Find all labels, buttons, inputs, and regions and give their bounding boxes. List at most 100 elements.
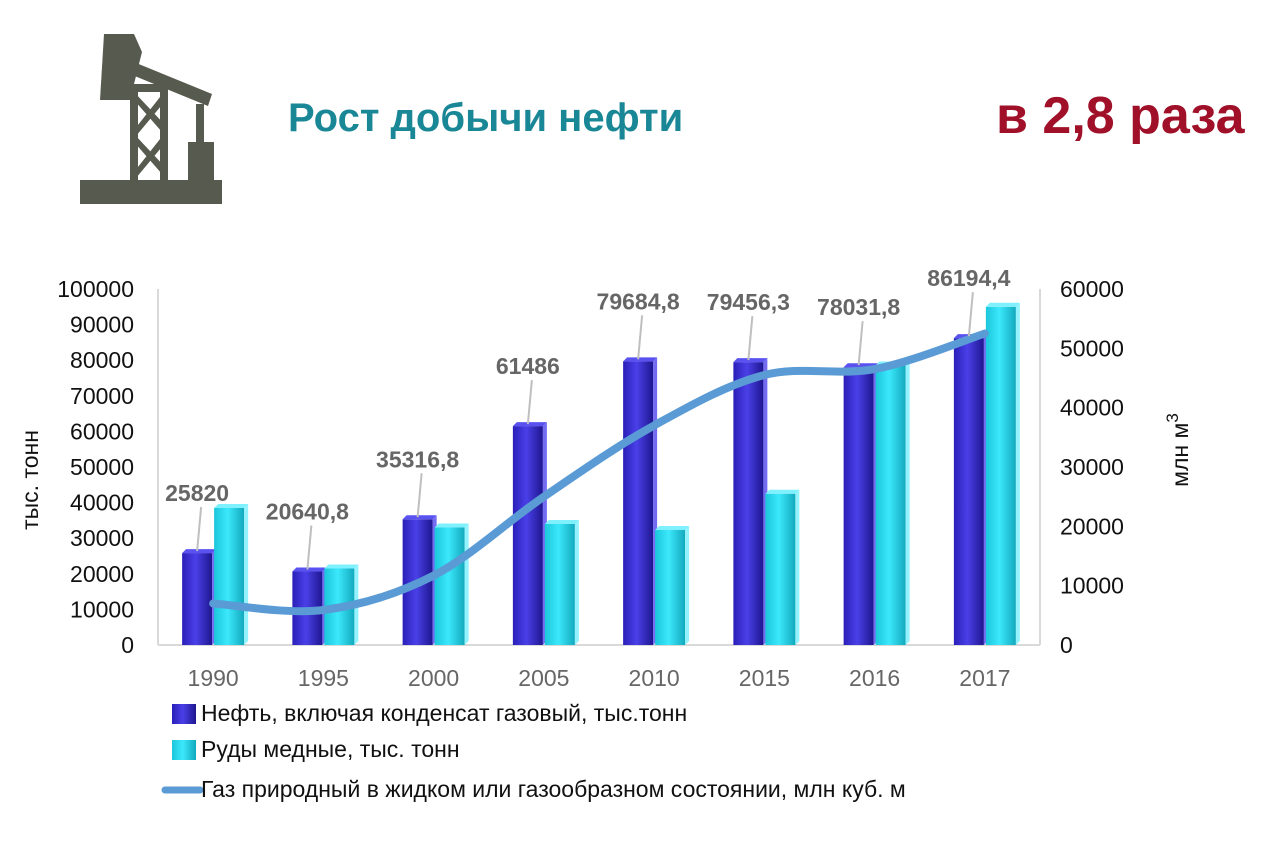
y-tick-label: 40000: [70, 490, 134, 516]
x-tick-label: 1995: [298, 665, 349, 691]
copper-bar-top: [985, 302, 1020, 307]
y-tick-label: 0: [121, 632, 134, 658]
copper-bar-top: [214, 503, 249, 508]
copper-bar-face: [875, 365, 906, 645]
y-tick-label: 10000: [70, 596, 134, 622]
oil-bar: [512, 422, 547, 645]
oil-bar: [623, 357, 658, 645]
y-tick-label: 80000: [70, 347, 134, 373]
oil-bar-face: [512, 426, 543, 645]
oil-bar-face: [953, 338, 984, 645]
y-tick-label: 100000: [57, 276, 134, 302]
x-tick-label: 2016: [849, 665, 900, 691]
y2-tick-label: 30000: [1060, 454, 1124, 480]
x-tick-label: 2010: [629, 665, 680, 691]
legend-label: Руды медные, тыс. тонн: [201, 736, 460, 762]
copper-bar-face: [544, 523, 575, 645]
data-label: 61486: [496, 353, 560, 379]
copper-bar: [985, 302, 1020, 645]
data-label: 25820: [165, 480, 229, 506]
copper-bar-side: [1015, 302, 1020, 645]
oil-bar: [733, 358, 768, 645]
data-label-leader: [306, 525, 313, 570]
legend-label: Газ природный в жидком или газообразном …: [201, 776, 906, 802]
copper-bar-side: [464, 523, 469, 645]
chart-legend: Нефть, включая конденсат газовый, тыс.то…: [161, 700, 906, 802]
y-tick-label: 20000: [70, 561, 134, 587]
growth-headline: в 2,8 раза: [996, 87, 1245, 145]
legend-swatch: [172, 704, 196, 724]
copper-bar-top: [544, 519, 579, 524]
copper-bar: [544, 519, 579, 645]
copper-bar: [434, 523, 469, 645]
oil-bar: [182, 549, 217, 645]
oil-bar-top: [512, 422, 547, 427]
oil-bar-top: [623, 357, 658, 362]
y2-tick-label: 20000: [1060, 513, 1124, 539]
x-tick-label: 2005: [518, 665, 569, 691]
y-axis-title: тыс. тонн: [17, 430, 43, 530]
y-tick-label: 90000: [70, 312, 134, 338]
x-tick-label: 2017: [959, 665, 1010, 691]
copper-bar-top: [434, 523, 469, 528]
copper-bar-side: [574, 519, 579, 645]
legend-item: Нефть, включая конденсат газовый, тыс.то…: [172, 700, 687, 726]
oil-bar-face: [182, 553, 213, 645]
oil-bar-face: [843, 367, 874, 645]
copper-bar-top: [765, 489, 800, 494]
y2-axis-title-sup: 3: [1163, 413, 1182, 422]
x-tick-label: 1990: [188, 665, 239, 691]
oil-pump-icon: [80, 34, 222, 204]
copper-bar-face: [214, 507, 245, 645]
copper-bar-side: [244, 503, 249, 645]
y2-tick-label: 60000: [1060, 276, 1124, 302]
y-tick-label: 60000: [70, 418, 134, 444]
legend-item: Руды медные, тыс. тонн: [172, 736, 460, 762]
data-label: 79456,3: [707, 289, 790, 315]
copper-bar-face: [655, 530, 686, 645]
y-tick-label: 70000: [70, 383, 134, 409]
y2-axis-title: млн м3: [1163, 413, 1193, 487]
copper-bar-side: [685, 526, 690, 645]
data-label-leader: [526, 380, 533, 425]
page-title: Рост добычи нефти: [288, 96, 684, 140]
y2-axis-title-main: млн м: [1167, 423, 1193, 487]
copper-bar-face: [434, 527, 465, 645]
data-label: 79684,8: [597, 288, 680, 314]
y2-tick-label: 50000: [1060, 335, 1124, 361]
data-label: 78031,8: [817, 294, 900, 320]
copper-bar: [765, 489, 800, 645]
legend-item: Газ природный в жидком или газообразном …: [161, 776, 906, 802]
chart-labels: 25820 20640,8 35316,8 61486 79684,8 79456,3 78…: [165, 265, 1011, 570]
x-tick-label: 2000: [408, 665, 459, 691]
copper-bar-face: [765, 493, 796, 645]
data-label-leader: [196, 506, 203, 552]
x-tick-label: 2015: [739, 665, 790, 691]
chart-bars: [182, 302, 1020, 645]
data-label-leader: [967, 292, 974, 337]
y2-tick-label: 40000: [1060, 395, 1124, 421]
oil-bar-top: [292, 567, 327, 572]
copper-bar: [655, 526, 690, 645]
copper-bar: [875, 361, 910, 645]
data-label: 20640,8: [266, 499, 349, 525]
oil-bar-top: [733, 358, 768, 363]
legend-swatch: [172, 740, 196, 760]
legend-label: Нефть, включая конденсат газовый, тыс.то…: [201, 700, 687, 726]
gas-line: [209, 329, 989, 616]
data-label-leader: [416, 473, 423, 518]
copper-bar: [214, 503, 249, 645]
copper-bar-side: [905, 361, 910, 645]
data-label-leader: [857, 321, 864, 366]
y-tick-label: 50000: [70, 454, 134, 480]
oil-bar-face: [733, 362, 764, 645]
copper-bar-top: [655, 526, 690, 531]
chart-line: [209, 329, 989, 616]
oil-bar-top: [402, 515, 437, 520]
copper-bar-side: [795, 489, 800, 645]
copper-bar-top: [324, 564, 359, 569]
oil-bar: [953, 334, 988, 645]
data-label-leader: [637, 315, 644, 360]
